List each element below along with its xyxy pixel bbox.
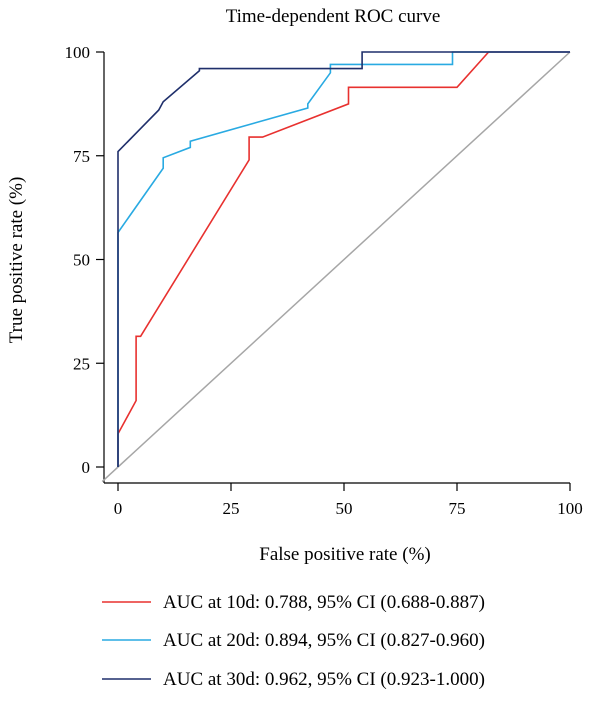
x-tick-label: 25 [223, 499, 240, 518]
x-tick-label: 50 [336, 499, 353, 518]
legend-item: AUC at 20d: 0.894, 95% CI (0.827-0.960) [102, 630, 485, 651]
x-axis: 0 25 50 75 100 [114, 483, 583, 518]
y-tick-label: 100 [65, 43, 91, 62]
x-axis-label: False positive rate (%) [259, 544, 430, 565]
reference-diagonal [101, 51, 571, 483]
series-line-3 [117, 51, 570, 467]
y-axis-label: True positive rate (%) [6, 177, 27, 344]
x-tick-label: 100 [557, 499, 583, 518]
chart-title: Time-dependent ROC curve [226, 6, 441, 27]
legend-item: AUC at 30d: 0.962, 95% CI (0.923-1.000) [102, 669, 485, 690]
plot-frame [103, 52, 570, 484]
x-tick-label: 75 [449, 499, 466, 518]
legend-item: AUC at 10d: 0.788, 95% CI (0.688-0.887) [102, 592, 485, 613]
series-line-2 [117, 51, 570, 467]
y-axis: 0 25 50 75 100 [65, 43, 104, 477]
legend-label: AUC at 30d: 0.962, 95% CI (0.923-1.000) [163, 669, 485, 690]
x-tick-label: 0 [114, 499, 123, 518]
legend-label: AUC at 10d: 0.788, 95% CI (0.688-0.887) [163, 592, 485, 613]
series-layer [101, 51, 571, 483]
y-tick-label: 25 [73, 354, 90, 373]
y-tick-label: 0 [82, 458, 91, 477]
y-tick-label: 50 [73, 251, 90, 270]
legend-label: AUC at 20d: 0.894, 95% CI (0.827-0.960) [163, 630, 485, 651]
y-tick-label: 75 [73, 147, 90, 166]
legend: AUC at 10d: 0.788, 95% CI (0.688-0.887) A… [102, 592, 485, 690]
series-line-1 [117, 51, 570, 467]
